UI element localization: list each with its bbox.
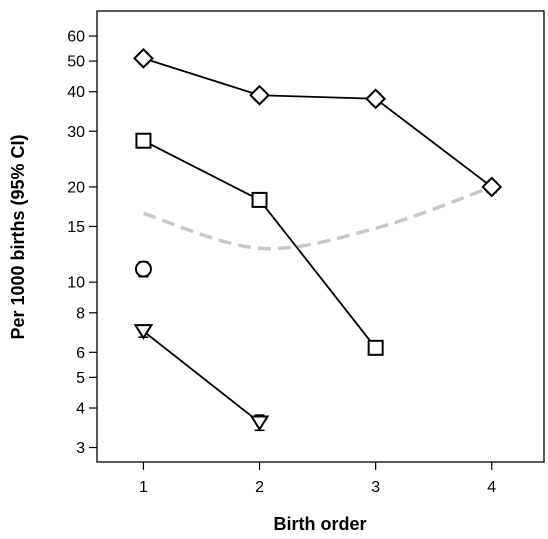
plot-frame — [96, 10, 545, 463]
y-tick-label: 10 — [67, 275, 85, 292]
y-tick-label: 40 — [67, 84, 85, 101]
triangle-down-marker — [133, 324, 154, 340]
y-tick-label: 6 — [76, 345, 85, 362]
y-tick-label: 50 — [67, 54, 85, 71]
triangle-down-marker — [249, 415, 270, 432]
circle-marker — [134, 260, 152, 278]
series-line — [143, 57, 493, 188]
y-tick-label: 20 — [67, 179, 85, 196]
x-axis-title: Birth order — [273, 514, 366, 534]
y-tick-label: 3 — [76, 440, 85, 457]
series-2 — [134, 260, 152, 278]
y-tick-label: 15 — [67, 219, 85, 236]
y-tick-label: 8 — [76, 305, 85, 322]
diamond-marker — [249, 84, 270, 106]
y-tick-label: 60 — [67, 29, 85, 46]
y-axis-title: Per 1000 births (95% CI) — [8, 134, 28, 339]
square-marker — [135, 132, 152, 149]
square-marker — [251, 191, 268, 208]
y-tick-label: 30 — [67, 124, 85, 141]
series-1 — [135, 132, 384, 356]
series-layer — [133, 47, 503, 432]
x-tick-label: 4 — [487, 479, 496, 496]
reference-dashed-line — [142, 185, 493, 251]
diamond-marker — [481, 176, 503, 198]
square-marker — [367, 339, 384, 356]
x-tick-label: 3 — [371, 479, 380, 496]
x-axis-ticks: 1 2 3 4 — [139, 462, 496, 496]
series-line — [143, 139, 377, 349]
series-0 — [133, 47, 503, 198]
y-tick-label: 4 — [76, 401, 85, 418]
diamond-marker — [365, 88, 387, 110]
x-tick-label: 1 — [139, 479, 148, 496]
diamond-marker — [133, 47, 154, 69]
series-3 — [133, 324, 270, 432]
x-tick-label: 2 — [255, 479, 264, 496]
series-line — [142, 330, 261, 424]
y-tick-label: 5 — [76, 370, 85, 387]
y-axis-ticks: 3 4 5 6 8 10 15 20 30 40 50 60 — [67, 29, 97, 457]
